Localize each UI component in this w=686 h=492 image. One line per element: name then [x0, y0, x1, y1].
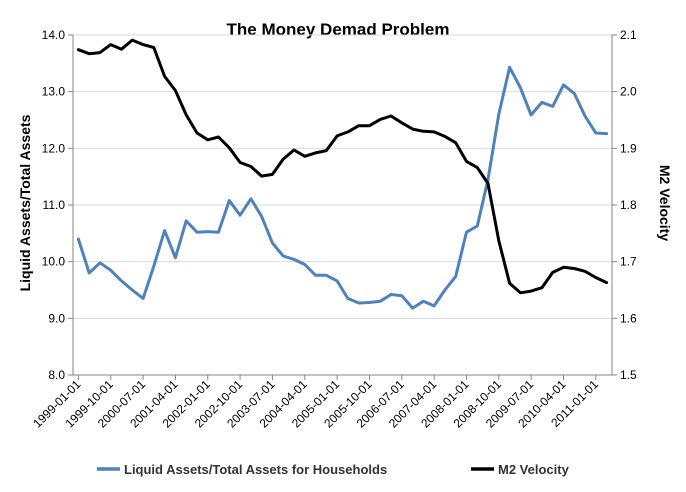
legend-label-liquid-assets: Liquid Assets/Total Assets for Household… — [124, 462, 387, 477]
left-tick-label: 10.0 — [42, 255, 66, 269]
left-tick-label: 8.0 — [48, 368, 65, 382]
left-tick-label: 9.0 — [48, 311, 65, 325]
series-line-m2-velocity — [76, 38, 609, 295]
axes — [72, 35, 613, 376]
left-tick-label: 12.0 — [42, 141, 66, 155]
series-line-liquid-assets — [76, 65, 609, 310]
chart-title: The Money Demad Problem — [227, 20, 450, 39]
right-tick-label: 1.7 — [620, 255, 637, 269]
left-axis-title: Liquid Assets/Total Assets — [17, 114, 33, 291]
left-tick-labels: 8.0 9.0 10.0 11.0 12.0 13.0 14.0 — [42, 28, 66, 382]
legend: Liquid Assets/Total Assets for Household… — [97, 462, 570, 477]
left-tick-label: 11.0 — [43, 198, 66, 212]
right-axis-title: M2 Velocity — [657, 165, 673, 241]
left-tick-label: 13.0 — [42, 85, 66, 99]
right-tick-label: 2.1 — [620, 28, 637, 42]
left-tick-label: 14.0 — [42, 28, 66, 42]
right-tick-labels: 1.5 1.6 1.7 1.8 1.9 2.0 2.1 — [620, 28, 637, 382]
right-tick-label: 2.0 — [620, 85, 637, 99]
right-tick-label: 1.9 — [620, 141, 637, 155]
right-tick-label: 1.8 — [620, 198, 637, 212]
right-tick-label: 1.5 — [620, 368, 637, 382]
right-tick-label: 1.6 — [620, 311, 637, 325]
legend-label-m2-velocity: M2 Velocity — [498, 462, 570, 477]
series-layer — [76, 38, 609, 310]
